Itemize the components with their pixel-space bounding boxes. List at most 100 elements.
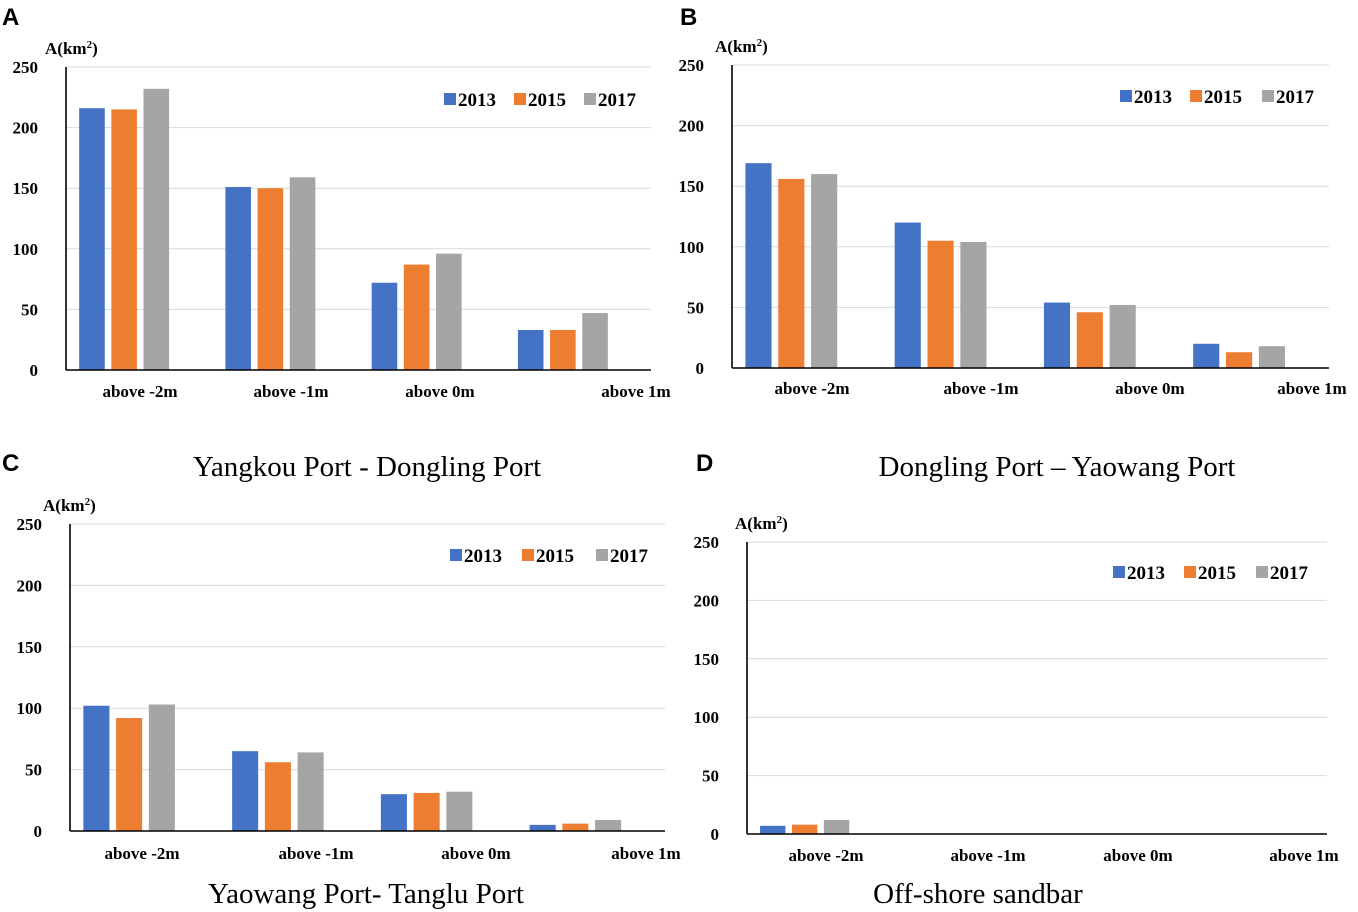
legend-swatch-2017 — [1262, 90, 1274, 102]
y-axis-label: A(km2) — [715, 37, 768, 56]
bar-2013 — [79, 108, 105, 370]
legend-label: 2013 — [1127, 563, 1165, 584]
bar-2017 — [436, 253, 462, 370]
x-category-label: above -1m — [278, 844, 353, 863]
bar-2015 — [111, 109, 137, 371]
y-tick-label: 250 — [679, 56, 705, 75]
bar-2017 — [582, 313, 608, 370]
legend-label: 2015 — [536, 546, 574, 567]
legend-label: 2017 — [1276, 87, 1315, 108]
y-tick-label: 100 — [17, 699, 43, 718]
y-tick-label: 0 — [34, 822, 43, 841]
bar-2017 — [1109, 304, 1136, 368]
legend-swatch-2013 — [444, 93, 456, 105]
x-category-label: above 1m — [1277, 379, 1346, 398]
legend-swatch-2015 — [1184, 566, 1196, 578]
bar-2015 — [550, 330, 576, 370]
chart-panel-d: D 0 50 100 150 200 250 A(km2) above -2m above -1m… — [694, 450, 1339, 910]
y-tick-label: 200 — [679, 117, 705, 136]
y-tick-label: 200 — [694, 591, 720, 610]
bar-2015 — [1076, 312, 1103, 368]
bar-2017 — [446, 791, 473, 831]
x-category-label: above -1m — [950, 846, 1025, 865]
bar-2013 — [745, 163, 772, 368]
legend-label: 2017 — [1270, 563, 1309, 584]
y-tick-label: 100 — [679, 238, 705, 257]
bar-2015 — [413, 792, 440, 831]
bar-2017 — [148, 704, 175, 831]
legend-swatch-2015 — [1190, 90, 1202, 102]
x-category-label: above 0m — [405, 382, 474, 401]
x-category-label: above -2m — [774, 379, 849, 398]
y-tick-label: 150 — [679, 177, 705, 196]
legend-label: 2015 — [528, 90, 566, 111]
x-category-label: above -2m — [104, 844, 179, 863]
legend-label: 2013 — [464, 546, 502, 567]
panel-caption: Yaowang Port- Tanglu Port — [208, 878, 524, 910]
y-tick-label: 200 — [13, 119, 39, 138]
legend-swatch-2015 — [522, 549, 534, 561]
x-category-label: above 1m — [601, 382, 670, 401]
bar-2013 — [894, 222, 921, 368]
x-category-label: above 0m — [441, 844, 510, 863]
bar-2017 — [289, 177, 316, 370]
y-tick-label: 150 — [17, 638, 43, 657]
bar-2015 — [257, 188, 284, 370]
x-category-label: above 0m — [1115, 379, 1184, 398]
legend-swatch-2017 — [1256, 566, 1268, 578]
x-category-label: above 0m — [1103, 846, 1172, 865]
bar-2015 — [1226, 352, 1253, 368]
y-tick-label: 250 — [17, 515, 43, 534]
bar-2013 — [517, 330, 544, 370]
y-axis-label: A(km2) — [45, 39, 98, 58]
bar-2017 — [811, 174, 838, 368]
panel-caption: Dongling Port – Yaowang Port — [879, 451, 1236, 483]
bar-2013 — [1193, 343, 1220, 368]
chart-panel-b: B 0 50 100 150 200 250 A(km2) above -2m above -1m… — [679, 4, 1347, 483]
bar-2013 — [529, 824, 556, 831]
bar-2013 — [380, 794, 407, 831]
y-tick-label: 150 — [13, 179, 39, 198]
y-tick-label: 250 — [694, 533, 720, 552]
bar-2015 — [264, 762, 291, 831]
y-tick-label: 0 — [30, 361, 39, 380]
bar-2013 — [760, 825, 786, 834]
chart-panel-a: A 0 50 100 150 200 250 A(km2) above -2m above -1m… — [2, 4, 671, 483]
bar-2017 — [595, 819, 622, 831]
legend-swatch-2013 — [1120, 90, 1132, 102]
bar-2017 — [960, 241, 987, 368]
legend-label: 2013 — [1134, 87, 1172, 108]
bar-2013 — [1043, 302, 1071, 368]
bar-2013 — [232, 751, 259, 831]
bar-2017 — [823, 819, 850, 834]
y-axis-label: A(km2) — [735, 514, 788, 533]
bar-2015 — [116, 718, 143, 831]
bar-2013 — [371, 282, 398, 370]
bar-2013 — [83, 705, 110, 831]
bar-2015 — [403, 264, 430, 370]
y-tick-label: 0 — [696, 359, 705, 378]
panel-caption: Off-shore sandbar — [873, 878, 1083, 910]
x-category-label: above -2m — [788, 846, 863, 865]
legend-label: 2017 — [610, 546, 649, 567]
panel-letter: A — [2, 4, 19, 31]
bar-2015 — [562, 823, 589, 831]
y-tick-label: 250 — [13, 58, 39, 77]
x-category-label: above -1m — [943, 379, 1018, 398]
y-tick-label: 50 — [25, 761, 42, 780]
legend-swatch-2017 — [584, 93, 596, 105]
bar-2015 — [791, 824, 818, 834]
y-tick-label: 150 — [694, 650, 720, 669]
x-category-label: above 1m — [1269, 846, 1338, 865]
x-category-label: above -2m — [102, 382, 177, 401]
y-tick-label: 100 — [13, 240, 39, 259]
y-tick-label: 0 — [711, 825, 720, 844]
panel-letter: B — [680, 4, 697, 31]
bar-2017 — [1258, 346, 1285, 368]
bar-2015 — [927, 240, 954, 368]
y-tick-label: 50 — [21, 300, 38, 319]
legend-swatch-2013 — [1113, 566, 1125, 578]
y-tick-label: 200 — [17, 576, 43, 595]
